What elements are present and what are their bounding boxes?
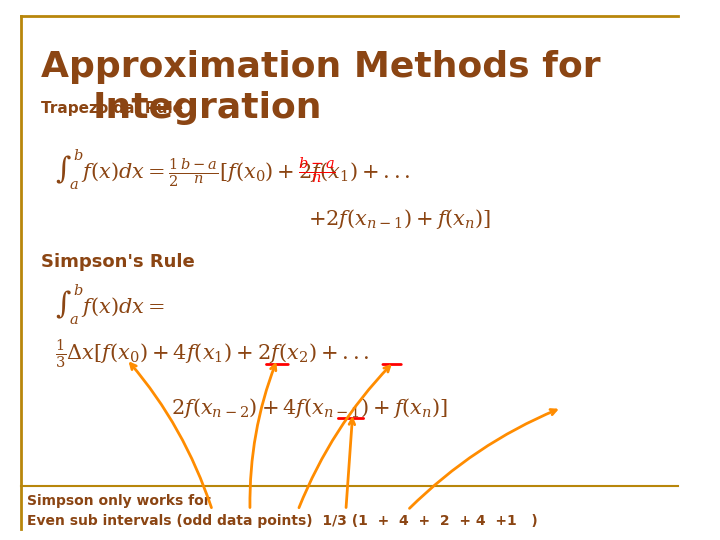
Text: Simpson only works for: Simpson only works for [27,494,211,508]
Text: Even sub intervals (odd data points)  1/3 (1  +  4  +  2  + 4  +1   ): Even sub intervals (odd data points) 1/3… [27,514,538,528]
Text: $\int_{a}^{b} f(x)dx = \frac{1}{2}\frac{b-a}{n}[f(x_0)+2f(x_1)+...$: $\int_{a}^{b} f(x)dx = \frac{1}{2}\frac{… [55,148,410,192]
Text: Simpson's Rule: Simpson's Rule [41,253,195,271]
Text: Integration: Integration [92,91,322,125]
Text: Approximation Methods for: Approximation Methods for [41,51,600,84]
Text: $+2f(x_{n-1})+f(x_n)]$: $+2f(x_{n-1})+f(x_n)]$ [308,207,491,231]
Text: $\frac{1}{3}\Delta x[f(x_0)+4f(x_1)+2f(x_2)+...$: $\frac{1}{3}\Delta x[f(x_0)+4f(x_1)+2f(x… [55,338,369,370]
Text: $\int_{a}^{b} f(x)dx =$: $\int_{a}^{b} f(x)dx =$ [55,283,165,327]
Text: $2f(x_{n-2})+4f(x_{n-1})+f(x_n)]$: $2f(x_{n-2})+4f(x_{n-1})+f(x_n)]$ [171,396,449,420]
Text: $\frac{b-a}{n}$: $\frac{b-a}{n}$ [298,155,336,185]
Text: Trapezoidal Rule: Trapezoidal Rule [41,100,183,116]
